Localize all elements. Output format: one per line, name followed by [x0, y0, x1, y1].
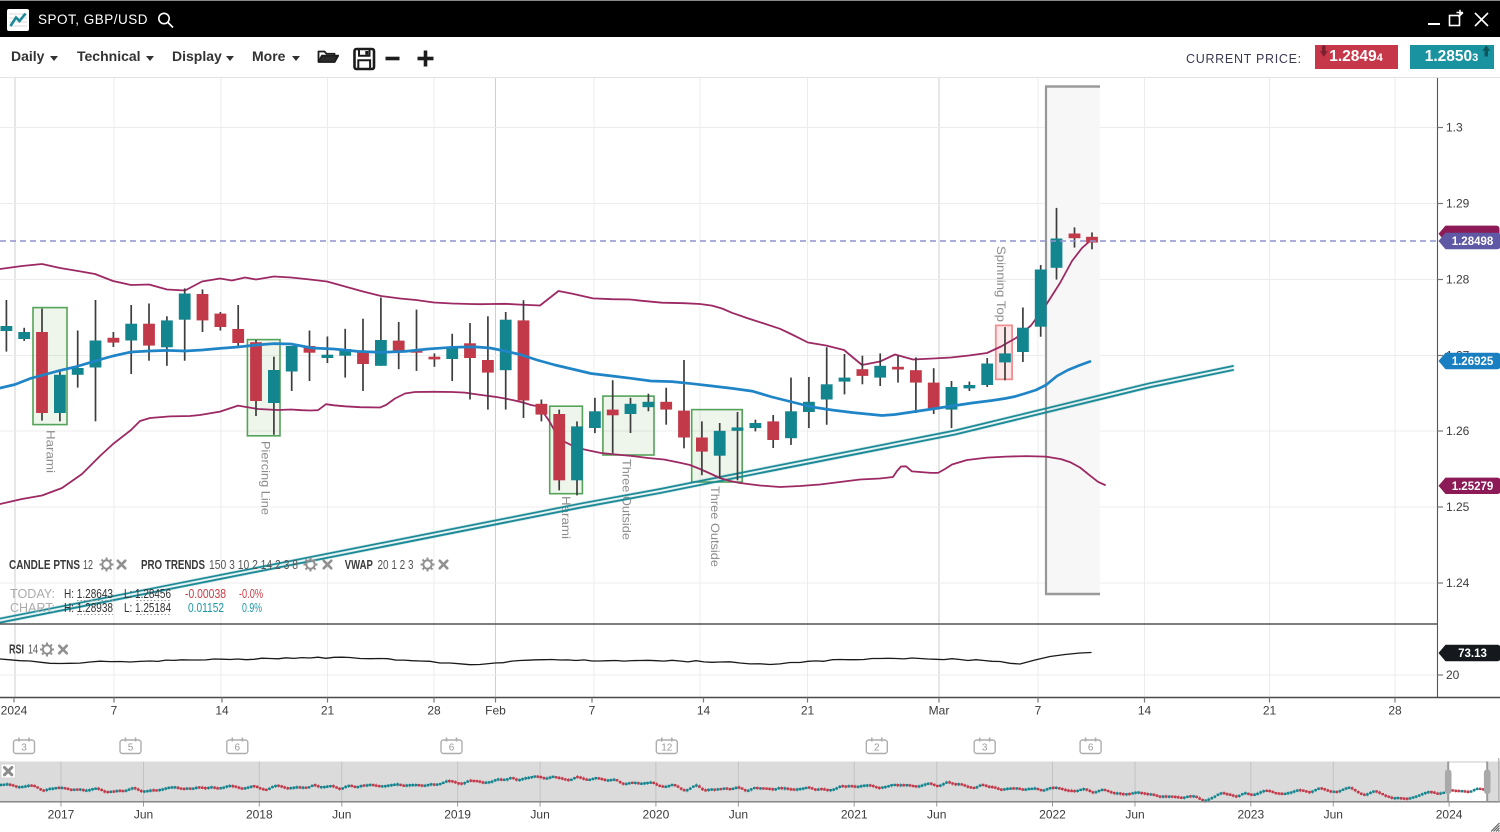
svg-text:H: 1.28938: H: 1.28938 [64, 600, 113, 615]
svg-text:Jun: Jun [1125, 808, 1144, 822]
svg-text:6: 6 [235, 743, 241, 754]
svg-text:Mar: Mar [929, 704, 950, 718]
svg-text:1.28498: 1.28498 [1452, 236, 1494, 248]
svg-text:2: 2 [874, 743, 880, 754]
svg-text:2024: 2024 [1436, 808, 1463, 822]
svg-text:14: 14 [28, 642, 38, 657]
svg-text:7: 7 [589, 704, 596, 718]
svg-text:3: 3 [21, 743, 27, 754]
svg-text:20 1 2 3: 20 1 2 3 [378, 557, 414, 572]
svg-text:PRO TRENDS: PRO TRENDS [141, 557, 205, 572]
svg-text:1.26: 1.26 [1446, 424, 1470, 438]
svg-text:20: 20 [1446, 668, 1460, 682]
svg-text:21: 21 [1263, 704, 1277, 718]
svg-text:1.24: 1.24 [1446, 576, 1470, 590]
svg-text:0.01152: 0.01152 [188, 600, 224, 615]
svg-text:2022: 2022 [1039, 808, 1066, 822]
svg-text:Harami: Harami [559, 496, 573, 539]
svg-text:Piercing Line: Piercing Line [259, 441, 273, 515]
svg-text:CHART:: CHART: [10, 600, 55, 615]
svg-text:Jun: Jun [530, 808, 549, 822]
svg-text:2018: 2018 [246, 808, 273, 822]
svg-text:28: 28 [427, 704, 441, 718]
svg-text:CANDLE PTNS: CANDLE PTNS [9, 557, 80, 572]
svg-text:6: 6 [449, 743, 455, 754]
svg-text:Jun: Jun [1324, 808, 1343, 822]
svg-text:6: 6 [1088, 743, 1094, 754]
svg-text:14: 14 [1138, 704, 1152, 718]
svg-text:7: 7 [111, 704, 118, 718]
svg-text:12: 12 [83, 557, 93, 572]
svg-text:21: 21 [321, 704, 335, 718]
svg-text:2024: 2024 [1, 704, 28, 718]
svg-text:3: 3 [982, 743, 988, 754]
svg-text:L: 1.28456: L: 1.28456 [124, 586, 171, 601]
svg-text:Feb: Feb [485, 704, 506, 718]
svg-text:21: 21 [801, 704, 815, 718]
svg-text:-0.0%: -0.0% [239, 586, 263, 601]
svg-text:Jun: Jun [729, 808, 748, 822]
svg-text:Harami: Harami [44, 430, 58, 473]
svg-text:2020: 2020 [643, 808, 670, 822]
svg-text:14: 14 [215, 704, 229, 718]
svg-text:14: 14 [697, 704, 711, 718]
svg-text:1.28: 1.28 [1446, 273, 1470, 287]
svg-text:TODAY:: TODAY: [10, 586, 55, 601]
svg-text:Three Outside: Three Outside [708, 486, 722, 567]
svg-text:-0.00038: -0.00038 [185, 586, 226, 601]
svg-text:12: 12 [661, 743, 673, 754]
svg-text:Jun: Jun [332, 808, 351, 822]
svg-text:1.25279: 1.25279 [1452, 481, 1494, 493]
svg-text:73.13: 73.13 [1458, 648, 1487, 660]
svg-text:2017: 2017 [48, 808, 75, 822]
svg-text:Jun: Jun [134, 808, 153, 822]
svg-text:150 3 10 2 14 2 3 8: 150 3 10 2 14 2 3 8 [209, 557, 298, 572]
svg-text:2021: 2021 [841, 808, 868, 822]
svg-text:Spinning Top: Spinning Top [994, 246, 1008, 322]
svg-text:7: 7 [1035, 704, 1042, 718]
svg-text:5: 5 [128, 743, 134, 754]
svg-text:1.3: 1.3 [1446, 121, 1463, 135]
svg-text:1.26925: 1.26925 [1452, 356, 1494, 368]
svg-text:1.25: 1.25 [1446, 500, 1470, 514]
svg-text:28: 28 [1388, 704, 1402, 718]
svg-text:2019: 2019 [444, 808, 471, 822]
svg-text:0.9%: 0.9% [242, 600, 262, 615]
svg-text:2023: 2023 [1237, 808, 1264, 822]
svg-text:H: 1.28643: H: 1.28643 [64, 586, 113, 601]
svg-text:RSI: RSI [9, 642, 24, 657]
svg-text:1.29: 1.29 [1446, 197, 1470, 211]
svg-text:Jun: Jun [927, 808, 946, 822]
svg-text:VWAP: VWAP [345, 557, 373, 572]
svg-text:L: 1.25184: L: 1.25184 [124, 600, 171, 615]
